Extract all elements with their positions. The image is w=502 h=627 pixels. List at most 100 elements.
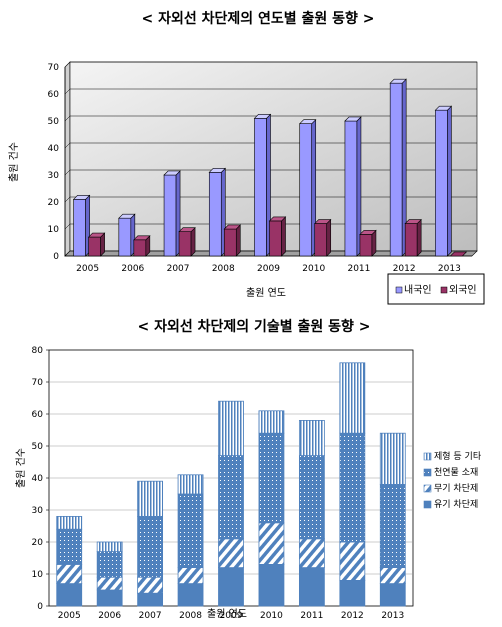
bar-segment [298, 538, 325, 569]
bar [359, 229, 377, 257]
bar [87, 232, 106, 257]
bar-segment [258, 522, 285, 565]
legend-swatch [423, 484, 432, 493]
bar [313, 218, 332, 257]
y-tick-label: 60 [48, 90, 60, 100]
bar-front [299, 123, 313, 257]
bar-segment [218, 538, 244, 569]
x-tick-label: 2010 [302, 264, 325, 274]
gridline [64, 250, 71, 257]
bar-segment [137, 515, 164, 578]
bar-top [404, 219, 422, 224]
bar-segment [379, 483, 406, 568]
x-tick-label: 2013 [381, 611, 404, 621]
gridline [64, 61, 71, 68]
chart1-ylabel: 출원 건수 [8, 142, 20, 182]
bar-front [254, 118, 267, 257]
x-tick-label: 2011 [300, 611, 323, 621]
chart1-xlabel: 출원 연도 [246, 287, 286, 299]
bar-top [72, 195, 91, 200]
x-tick-label: 2009 [220, 611, 243, 621]
bar-segment [298, 567, 325, 607]
bar-segment [177, 493, 204, 568]
bar-segment [298, 455, 325, 540]
y-tick-label: 20 [32, 538, 44, 548]
bar [133, 235, 151, 257]
bar-front [118, 217, 132, 257]
x-tick-label: 2009 [257, 264, 280, 274]
bar-segment [137, 576, 164, 594]
bar-segment [177, 567, 204, 585]
gridline [64, 169, 71, 176]
legend-label: 무기 차단제 [434, 482, 478, 494]
bar-segment [339, 362, 366, 434]
bar-front [178, 231, 192, 257]
chart2-title: < 자외선 차단제의 기술별 출원 동향 > [137, 318, 370, 335]
chart1-legend: 내국인 외국인 [387, 273, 485, 305]
chart2-xlabel: 출원 연도 [207, 608, 247, 620]
bar [208, 167, 227, 257]
bar-segment [177, 474, 204, 495]
bar-side [281, 216, 286, 257]
legend-swatch [423, 452, 432, 461]
y-tick-label: 30 [48, 171, 60, 181]
legend-swatch [423, 468, 432, 477]
bar-top [163, 170, 181, 176]
bar-segment [339, 432, 366, 543]
bar-segment [218, 400, 244, 456]
y-tick-label: 70 [48, 63, 60, 73]
bar-segment [56, 583, 83, 607]
legend-label: 천연물 소재 [434, 467, 478, 478]
bar [223, 224, 242, 257]
y-tick-label: 50 [32, 442, 44, 452]
bar-segment [258, 410, 285, 434]
bar-top [359, 230, 377, 235]
bar-front [88, 236, 101, 257]
bar [253, 113, 272, 257]
y-tick-label: 10 [32, 570, 44, 580]
x-tick-label: 2011 [347, 264, 370, 274]
bar [163, 170, 181, 257]
bar-top [118, 213, 136, 219]
legend-swatch [423, 500, 432, 509]
bar-segment [379, 583, 406, 607]
y-tick-label: 70 [32, 378, 44, 388]
y-tick-label: 0 [53, 252, 59, 262]
bar-top [389, 78, 407, 84]
chart2-ylabel: 출원 건수 [15, 448, 27, 488]
y-tick-label: 50 [48, 117, 60, 127]
bar-top [344, 116, 362, 122]
x-tick-label: 2007 [139, 611, 162, 621]
bar-segment [96, 541, 123, 552]
y-tick-label: 10 [48, 225, 60, 235]
bar-segment [379, 432, 406, 485]
x-tick-label: 2010 [260, 611, 283, 621]
bar-front [404, 223, 418, 257]
bar [449, 251, 468, 257]
bar-segment [56, 528, 83, 565]
bar-side [416, 218, 422, 257]
technology-stacked-bar-chart: < 자외선 차단제의 기술별 출원 동향 > 출원 건수 출원 연도 0 10 20… [15, 318, 482, 621]
gridline [64, 142, 71, 149]
y-tick-label: 30 [32, 506, 44, 516]
bar-segment [298, 420, 325, 457]
bar-top [223, 224, 242, 230]
x-tick-label: 2012 [341, 611, 364, 621]
bar-segment [56, 515, 83, 530]
bar-top [253, 114, 272, 119]
bar-top [268, 216, 287, 222]
country-bar-chart: < 자외선 차단제의 연도별 출원 동향 > 출원 건수 출원 연도 0 10 20… [8, 10, 485, 305]
bar-segment [177, 583, 204, 607]
bar-segment [96, 576, 123, 591]
x-tick-label: 2006 [98, 611, 121, 621]
bar-front [208, 172, 222, 257]
bar-side [326, 218, 332, 257]
bar-segment [137, 592, 164, 607]
y-tick-label: 80 [32, 346, 44, 356]
gridline [64, 88, 71, 95]
side-wall [64, 61, 71, 257]
bar-top [133, 235, 151, 241]
bar-front [435, 109, 448, 257]
y-tick-label: 40 [48, 144, 60, 154]
bar-segment [258, 563, 285, 607]
